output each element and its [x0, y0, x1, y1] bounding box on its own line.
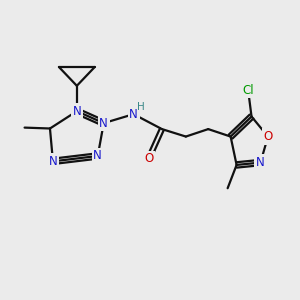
Text: O: O [144, 152, 153, 166]
Text: O: O [263, 130, 273, 143]
Text: N: N [99, 117, 108, 130]
Text: N: N [49, 155, 57, 168]
Text: N: N [129, 108, 138, 121]
Text: H: H [137, 102, 145, 112]
Text: N: N [93, 149, 102, 163]
Text: N: N [73, 105, 81, 118]
Text: N: N [256, 156, 265, 169]
Text: Cl: Cl [243, 84, 254, 97]
